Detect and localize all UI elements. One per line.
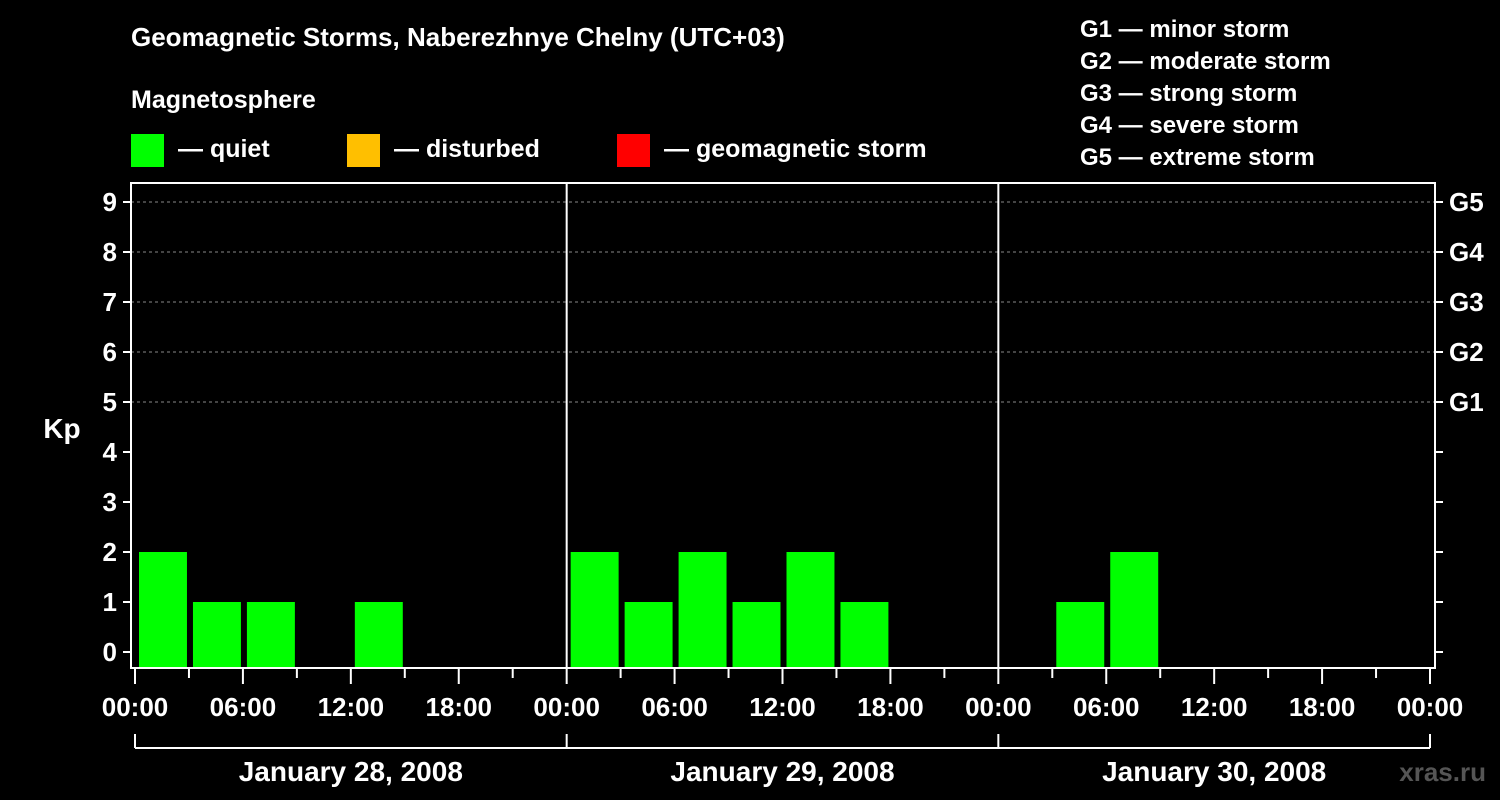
y-tick-label-8: 8	[103, 237, 117, 267]
x-tick-label-7: 18:00	[857, 692, 924, 722]
day-label-0: January 28, 2008	[239, 756, 463, 787]
kp-bar-12	[786, 552, 835, 668]
legend-label-disturbed: — disturbed	[394, 135, 540, 163]
legend-swatch-disturbed	[347, 134, 380, 167]
plot-frame	[130, 182, 1436, 669]
kp-bar-9	[624, 602, 673, 668]
x-tick-label-12: 00:00	[1397, 692, 1464, 722]
y-tick-label-4: 4	[103, 437, 118, 467]
kp-bar-10	[678, 552, 727, 668]
legend-label-storm: — geomagnetic storm	[664, 135, 927, 163]
legend-label-quiet: — quiet	[178, 135, 270, 163]
x-tick-label-4: 00:00	[533, 692, 600, 722]
y-tick-label-5: 5	[103, 387, 117, 417]
kp-bar-17	[1056, 602, 1105, 668]
storm-scale-g4: G4 — severe storm	[1080, 112, 1299, 139]
x-tick-label-0: 00:00	[102, 692, 169, 722]
x-tick-label-10: 12:00	[1181, 692, 1248, 722]
x-tick-label-6: 12:00	[749, 692, 816, 722]
kp-bar-13	[840, 602, 889, 668]
kp-bar-2	[246, 602, 295, 668]
storm-scale-g1: G1 — minor storm	[1080, 16, 1290, 43]
y-tick-label-0: 0	[103, 637, 117, 667]
kp-bar-8	[570, 552, 619, 668]
right-label-g5: G5	[1449, 187, 1484, 217]
storm-scale-g5: G5 — extreme storm	[1080, 144, 1315, 171]
legend-swatch-storm	[617, 134, 650, 167]
x-tick-label-1: 06:00	[210, 692, 277, 722]
legend-title: Magnetosphere	[131, 86, 316, 114]
kp-bar-18	[1110, 552, 1159, 668]
y-tick-label-3: 3	[103, 487, 117, 517]
y-tick-label-7: 7	[103, 287, 117, 317]
y-tick-label-6: 6	[103, 337, 117, 367]
y-tick-label-1: 1	[103, 587, 117, 617]
x-tick-label-2: 12:00	[318, 692, 385, 722]
x-tick-label-9: 06:00	[1073, 692, 1140, 722]
right-label-g4: G4	[1449, 237, 1484, 267]
kp-bar-11	[732, 602, 781, 668]
day-label-1: January 29, 2008	[670, 756, 894, 787]
kp-bar-1	[192, 602, 241, 668]
storm-scale-g2: G2 — moderate storm	[1080, 48, 1331, 75]
x-tick-label-8: 00:00	[965, 692, 1032, 722]
y-tick-label-2: 2	[103, 537, 117, 567]
right-label-g1: G1	[1449, 387, 1484, 417]
chart-title: Geomagnetic Storms, Naberezhnye Chelny (…	[131, 22, 785, 52]
y-axis-label: Kp	[43, 413, 80, 444]
x-tick-label-11: 18:00	[1289, 692, 1356, 722]
day-label-2: January 30, 2008	[1102, 756, 1326, 787]
right-label-g3: G3	[1449, 287, 1484, 317]
x-tick-label-3: 18:00	[426, 692, 493, 722]
y-tick-label-9: 9	[103, 187, 117, 217]
storm-scale-g3: G3 — strong storm	[1080, 80, 1298, 107]
x-tick-label-5: 06:00	[641, 692, 708, 722]
kp-bar-4	[354, 602, 403, 668]
kp-bar-0	[139, 552, 187, 668]
legend-swatch-quiet	[131, 134, 164, 167]
right-label-g2: G2	[1449, 337, 1484, 367]
watermark: xras.ru	[1399, 757, 1486, 787]
